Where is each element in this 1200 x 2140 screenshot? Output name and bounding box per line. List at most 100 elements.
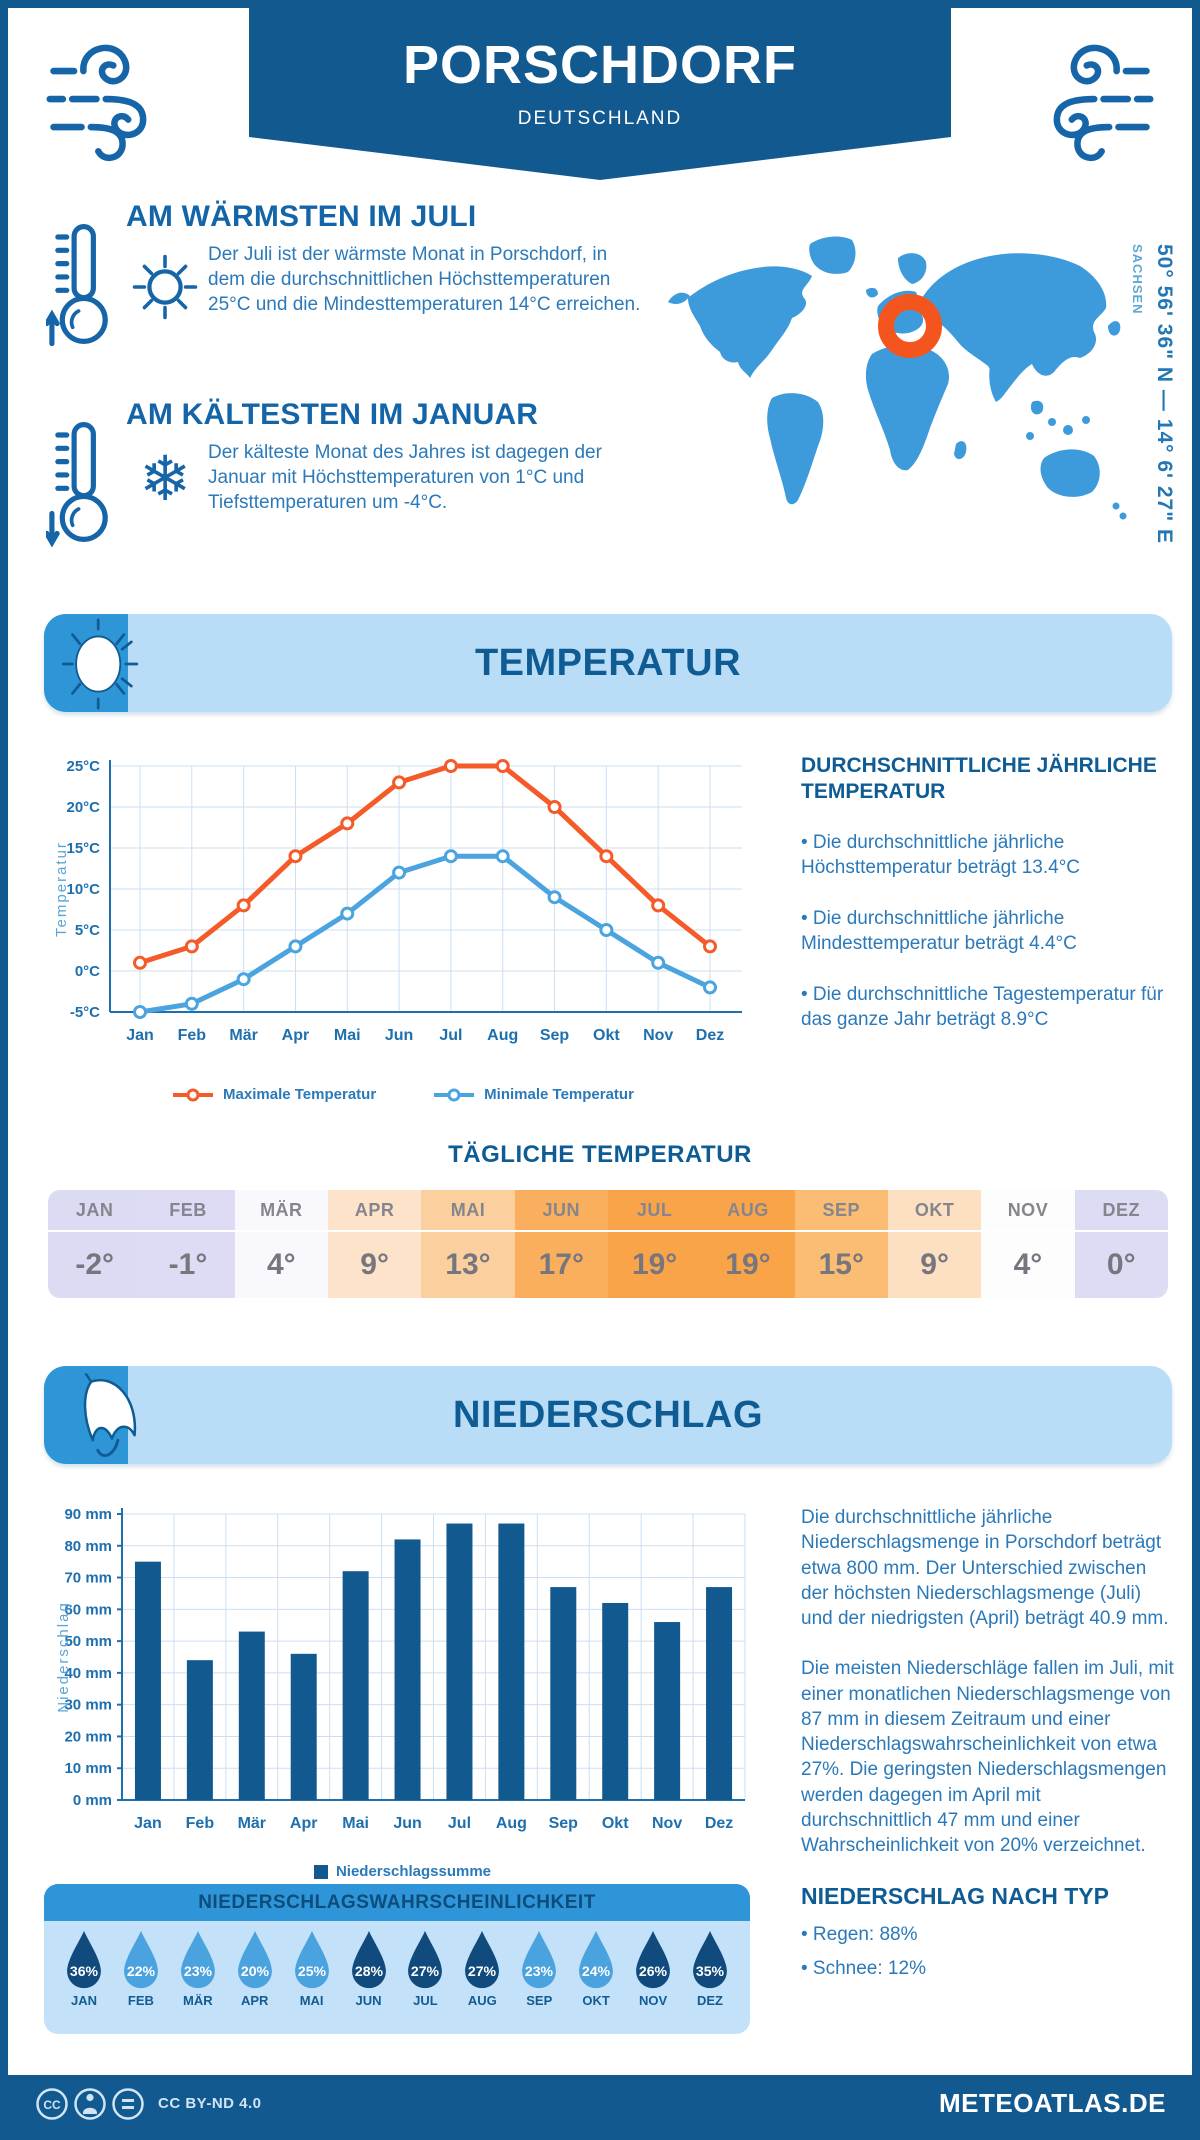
warmest-title: AM WÄRMSTEN IM JULI (126, 200, 477, 233)
svg-text:Nov: Nov (643, 1027, 673, 1044)
table-cell: MAI (421, 1190, 515, 1230)
stat-item: • Die durchschnittliche Tagestemperatur … (801, 983, 1164, 1030)
header-banner: PORSCHDORF DEUTSCHLAND (249, 8, 951, 180)
table-cell: 4° (981, 1232, 1075, 1298)
droplet-month-label: AUG (467, 1993, 497, 2008)
droplet-month-label: SEP (526, 1993, 553, 2008)
license-label: CC BY-ND 4.0 (158, 2095, 262, 2112)
legend-label: Maximale Temperatur (223, 1086, 377, 1103)
droplet-icon: 36% (67, 1930, 101, 1989)
droplet-item: 22% FEB (115, 1929, 167, 2008)
droplet-item: 35% DEZ (684, 1929, 736, 2008)
svg-text:90 mm: 90 mm (64, 1506, 112, 1523)
svg-text:Aug: Aug (487, 1027, 518, 1044)
bar (498, 1523, 525, 1800)
probability-droplets: 36% JAN 22% FEB 23% MÄR 20% APR 25% MAI 28% JUN 27% J… (44, 1921, 750, 2008)
table-cell: 9° (327, 1232, 422, 1298)
bar (654, 1622, 681, 1800)
svg-text:Dez: Dez (705, 1815, 733, 1832)
data-point (651, 898, 666, 913)
droplet-month-label: JUL (413, 1993, 438, 2008)
svg-text:10°C: 10°C (66, 881, 100, 898)
precipitation-type-title: NIEDERSCHLAG NACH TYP (801, 1883, 1109, 1910)
svg-text:60 mm: 60 mm (64, 1601, 112, 1618)
data-point (703, 939, 717, 954)
droplet-item: 24% OKT (570, 1929, 622, 2008)
svg-text:Mai: Mai (334, 1027, 361, 1044)
svg-text:-5°C: -5°C (70, 1004, 100, 1021)
table-cell: NOV (981, 1190, 1075, 1230)
table-cell: 0° (1074, 1232, 1168, 1298)
region-label: SACHSEN (1130, 244, 1145, 315)
precipitation-probability-panel: NIEDERSCHLAGSWAHRSCHEINLICHKEIT 36% JAN 22… (44, 1884, 750, 2034)
droplet-month-label: DEZ (696, 1993, 723, 2008)
svg-text:26%: 26% (639, 1963, 668, 1979)
legend-item: Maximale Temperatur (171, 1086, 376, 1103)
svg-text:70 mm: 70 mm (64, 1570, 112, 1587)
precipitation-chart: 0 mm 10 mm 20 mm 30 mm 40 mm 50 mm 60 mm 70 mm 8… (50, 1500, 755, 1855)
svg-text:Mai: Mai (342, 1815, 369, 1832)
svg-text:30 mm: 30 mm (64, 1697, 112, 1714)
precipitation-paragraph: Die durchschnittliche jährliche Niedersc… (801, 1507, 1169, 1630)
data-point (547, 890, 562, 905)
svg-text:15°C: 15°C (66, 840, 100, 857)
bar (238, 1631, 265, 1800)
legend-label: Niederschlagssumme (335, 1863, 492, 1880)
svg-text:20°C: 20°C (66, 799, 100, 816)
droplet-month-label: JUN (355, 1993, 382, 2008)
coldest-month-block: AM KÄLTESTEN IM JANUAR ❄ Der kälteste Mo… (46, 398, 658, 566)
temperature-stats-title: DURCHSCHNITTLICHE JÄHRLICHE TEMPERATUR (801, 754, 1157, 804)
svg-text:Apr: Apr (290, 1815, 318, 1832)
table-cell: JAN (48, 1190, 142, 1230)
droplet-icon: 22% (123, 1930, 158, 1989)
droplet-icon: 25% (294, 1930, 329, 1989)
data-point (392, 865, 407, 880)
creative-commons-icons: CC (36, 2087, 144, 2120)
legend-label: Minimale Temperatur (484, 1086, 634, 1103)
coldest-title: AM KÄLTESTEN IM JANUAR (126, 398, 539, 431)
svg-text:Nov: Nov (652, 1815, 682, 1832)
coordinates-label: 50° 56' 36" N — 14° 6' 27" E (1153, 244, 1176, 545)
world-map (668, 236, 1127, 520)
svg-text:23%: 23% (525, 1963, 554, 1979)
legend-item: Minimale Temperatur (432, 1086, 634, 1103)
droplet-month-label: MAI (299, 1993, 324, 2008)
svg-text:24%: 24% (582, 1963, 611, 1979)
table-cell: JUL (607, 1190, 702, 1230)
svg-text:25%: 25% (298, 1963, 327, 1979)
bar (446, 1523, 473, 1800)
probability-title: NIEDERSCHLAGSWAHRSCHEINLICHKEIT (44, 1884, 750, 1921)
data-point (495, 759, 510, 773)
svg-text:Jan: Jan (126, 1027, 154, 1044)
warmest-text: Der Juli ist der wärmste Monat in Porsch… (208, 244, 641, 316)
table-cell: FEB (141, 1190, 235, 1230)
svg-text:Feb: Feb (186, 1815, 215, 1832)
page-subtitle: DEUTSCHLAND (517, 108, 683, 129)
bar (550, 1587, 577, 1800)
droplet-icon: 28% (351, 1930, 386, 1989)
table-cell: 13° (421, 1232, 515, 1298)
data-point (443, 849, 458, 864)
svg-text:Jan: Jan (134, 1815, 162, 1832)
bar (706, 1587, 733, 1800)
data-point (547, 800, 562, 814)
legend-swatch (313, 1864, 328, 1879)
svg-text:35%: 35% (696, 1963, 725, 1979)
thermometer-up-icon (46, 224, 108, 347)
temperature-chart: -5°C 0°C 5°C 10°C 15°C 20°C 25°C Jan Feb Mär Apr Ma… (50, 750, 755, 1095)
svg-text:80 mm: 80 mm (64, 1538, 112, 1555)
thermometer-down-icon (46, 422, 108, 548)
sun-banner-icon (61, 618, 139, 710)
precipitation-chart-legend: Niederschlagssumme (50, 1863, 755, 1880)
svg-text:Apr: Apr (282, 1027, 310, 1044)
precipitation-type-item: • Schnee: 12% (801, 1957, 926, 1979)
droplet-icon: 24% (579, 1930, 614, 1989)
data-point (288, 849, 303, 864)
temperature-section-title: TEMPERATUR (474, 642, 742, 684)
svg-text:25°C: 25°C (66, 758, 100, 775)
droplet-item: 36% JAN (58, 1929, 110, 2008)
data-point (599, 923, 614, 937)
daily-temperature-title: TÄGLICHE TEMPERATUR (448, 1141, 752, 1168)
droplet-item: 27% JUL (399, 1929, 451, 2008)
